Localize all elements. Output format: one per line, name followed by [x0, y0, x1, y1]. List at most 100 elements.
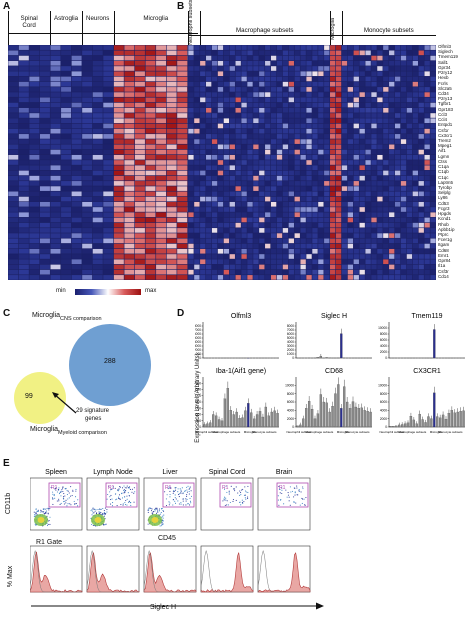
heatmap-cell	[8, 175, 19, 181]
y-tick-label: 2000	[380, 350, 387, 354]
heatmap-cell	[377, 254, 383, 259]
flow-dot	[43, 512, 45, 515]
heatmap-cell	[92, 66, 103, 71]
heatmap-cell	[124, 269, 135, 275]
heatmap-cell	[359, 254, 365, 259]
heatmap-cell	[294, 186, 300, 191]
heatmap-cell	[235, 66, 241, 71]
heatmap-cell	[217, 128, 224, 134]
heatmap-cell	[300, 264, 306, 270]
gene-label: Fcgr3	[438, 205, 450, 211]
heatmap-cell	[200, 217, 206, 223]
flow-dot	[47, 520, 49, 522]
heatmap-cell	[400, 170, 407, 176]
heatmap-cell	[194, 71, 200, 77]
heatmap-cell	[270, 55, 277, 61]
heatmap-cell	[8, 118, 19, 124]
heatmap-cell	[241, 165, 247, 171]
heatmap-cell	[365, 113, 371, 118]
heatmap-cell	[276, 186, 283, 191]
heatmap-cell	[82, 254, 93, 259]
heatmap-cell	[259, 264, 265, 270]
heatmap-cell	[288, 228, 294, 233]
heatmap-cell	[418, 50, 424, 56]
heatmap-cell	[424, 275, 430, 280]
venn-title-sub: CNS comparison	[60, 316, 102, 322]
heatmap-cell	[247, 128, 253, 134]
heatmap-cell	[341, 97, 348, 103]
flow-dot	[293, 496, 295, 498]
heatmap-cell	[253, 254, 259, 259]
heatmap-cell	[61, 134, 72, 139]
heatmap-cell	[211, 102, 218, 108]
heatmap-cell	[306, 269, 312, 275]
heatmap-cell	[156, 128, 167, 134]
heatmap-cell	[276, 259, 283, 265]
flow-dot	[180, 489, 182, 491]
heatmap-cell	[400, 238, 407, 244]
heatmap-cell	[377, 123, 383, 129]
heatmap-cell	[247, 191, 253, 197]
flow-dot	[124, 487, 126, 489]
heatmap-cell	[223, 217, 230, 223]
heatmap-cell	[312, 55, 318, 61]
heatmap-cell	[312, 134, 318, 139]
heatmap-cell	[134, 207, 145, 212]
heatmap-cell	[39, 186, 50, 191]
heatmap-cell	[113, 217, 124, 223]
heatmap-cell	[259, 238, 265, 244]
heatmap-cell	[347, 107, 354, 113]
heatmap-cell	[241, 175, 247, 181]
heatmap-cell	[282, 107, 289, 113]
heatmap-cell	[389, 92, 395, 97]
heatmap-cell	[412, 60, 418, 66]
heatmap-cell	[347, 45, 354, 50]
heatmap-cell	[324, 66, 330, 71]
tissue-label: Spleen	[45, 469, 67, 476]
heatmap-cell	[330, 217, 336, 223]
heatmap-cell	[394, 87, 401, 92]
heatmap-cell	[347, 81, 354, 87]
heatmap-cell	[424, 243, 430, 249]
heatmap-cell	[330, 149, 336, 155]
heatmap-cell	[270, 259, 277, 265]
heatmap-cell	[235, 259, 241, 265]
heatmap-cell	[347, 50, 354, 56]
heatmap-cell	[134, 170, 145, 176]
heatmap-cell	[288, 248, 294, 254]
heatmap-cell	[166, 107, 177, 113]
r1-gate	[48, 482, 81, 508]
heatmap-cell	[18, 97, 29, 103]
heatmap-cell	[270, 92, 277, 97]
heatmap-cell	[300, 170, 306, 176]
heatmap-cell	[430, 248, 436, 254]
heatmap-cell	[359, 66, 365, 71]
heatmap-cell	[229, 269, 235, 275]
heatmap-cell	[103, 45, 114, 50]
heatmap-cell	[400, 228, 407, 233]
heatmap-cell	[92, 118, 103, 124]
heatmap-cell	[412, 139, 418, 144]
flow-dot	[290, 491, 292, 493]
heatmap-cell	[166, 144, 177, 150]
heatmap-cell	[166, 238, 177, 244]
flow-dot	[296, 485, 298, 487]
heatmap-cell	[166, 165, 177, 171]
y-tick-label: 8000	[287, 324, 294, 328]
heatmap-cell	[347, 76, 354, 82]
flow-dot	[116, 489, 119, 491]
heatmap-cell	[177, 92, 188, 97]
control-histogram	[143, 549, 196, 593]
heatmap-cell	[156, 196, 167, 202]
heatmap-cell	[71, 254, 82, 259]
heatmap-cell	[318, 186, 324, 191]
y-tick-label: 6000	[287, 400, 294, 404]
heatmap-cell	[406, 264, 413, 270]
heatmap-cell	[383, 154, 389, 160]
heatmap-cell	[306, 217, 312, 223]
heatmap-cell	[406, 186, 413, 191]
heatmap-cell	[241, 275, 247, 280]
heatmap-cell	[324, 248, 330, 254]
heatmap-cell	[223, 181, 230, 186]
gene-label: Tgfbr1	[438, 101, 452, 107]
